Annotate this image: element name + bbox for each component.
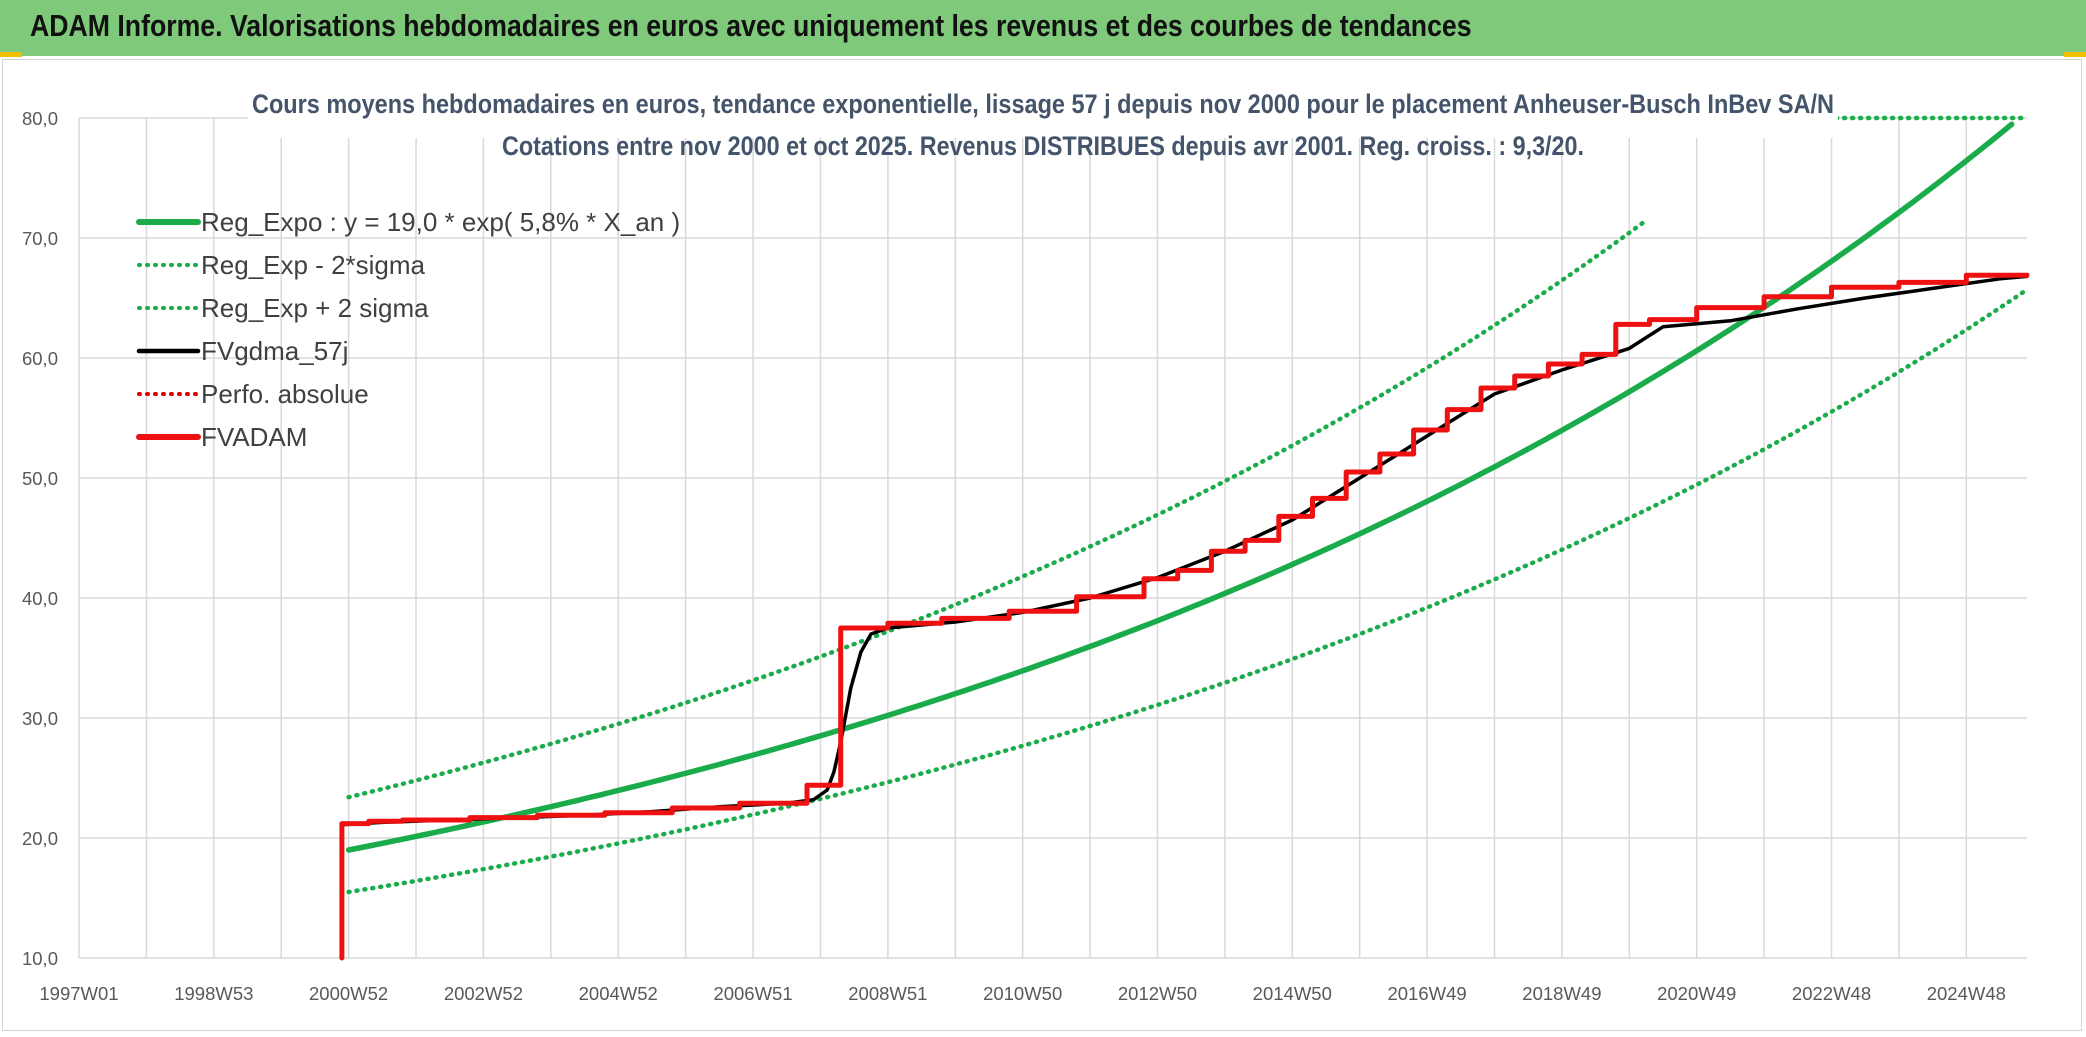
- y-tick-label: 50,0: [22, 468, 58, 489]
- x-tick-label: 2006W51: [713, 983, 792, 1004]
- y-tick-label: 30,0: [22, 708, 58, 729]
- y-tick-label: 60,0: [22, 348, 58, 369]
- y-tick-label: 10,0: [22, 948, 58, 969]
- x-tick-label: 2008W51: [848, 983, 927, 1004]
- x-tick-label: 2024W48: [1927, 983, 2006, 1004]
- x-tick-label: 1997W01: [39, 983, 118, 1004]
- legend-label: Reg_Exp - 2*sigma: [201, 250, 426, 280]
- title-backdrop: [248, 82, 1838, 138]
- series-reg-expo: [345, 121, 2015, 853]
- y-tick-label: 80,0: [22, 108, 58, 129]
- x-tick-label: 2010W50: [983, 983, 1062, 1004]
- y-tick-label: 20,0: [22, 828, 58, 849]
- legend: Reg_Expo : y = 19,0 * exp( 5,8% * X_an )…: [136, 207, 680, 452]
- series-layer: [339, 115, 2030, 961]
- x-tick-label: 2002W52: [444, 983, 523, 1004]
- series-reg-exp-2-sigma: [346, 287, 2030, 895]
- x-tick-label: 2014W50: [1253, 983, 1332, 1004]
- x-tick-label: 2022W48: [1792, 983, 1871, 1004]
- chart-title-line2: Cotations entre nov 2000 et oct 2025. Re…: [502, 131, 1584, 161]
- y-tick-label: 40,0: [22, 588, 58, 609]
- legend-label: FVADAM: [201, 422, 307, 452]
- series-reg-exp-2-sigma: [346, 220, 1646, 800]
- legend-label: Perfo. absolue: [201, 379, 369, 409]
- report-title: ADAM Informe. Valorisations hebdomadaire…: [30, 8, 1472, 43]
- x-tick-label: 2018W49: [1522, 983, 1601, 1004]
- header-bar: [0, 0, 2086, 56]
- x-tick-label: 2020W49: [1657, 983, 1736, 1004]
- x-tick-label: 2000W52: [309, 983, 388, 1004]
- grid: [78, 117, 2027, 959]
- legend-label: Reg_Exp + 2 sigma: [201, 293, 429, 323]
- x-tick-label: 2012W50: [1118, 983, 1197, 1004]
- legend-label: Reg_Expo : y = 19,0 * exp( 5,8% * X_an ): [201, 207, 680, 237]
- x-tick-label: 2016W49: [1387, 983, 1466, 1004]
- axes: 10,0 20,0 30,0 40,0 50,0 60,0 70,0 80,0 1997W01 1…: [22, 108, 2006, 1004]
- x-tick-label: 2004W52: [579, 983, 658, 1004]
- corner-mark-right: [2064, 52, 2086, 57]
- series-fvadam: [339, 272, 2030, 961]
- y-tick-label: 70,0: [22, 228, 58, 249]
- corner-mark-left: [0, 52, 22, 57]
- chart-frame: [2, 59, 2082, 1031]
- x-tick-label: 1998W53: [174, 983, 253, 1004]
- chart-title-line1: Cours moyens hebdomadaires en euros, ten…: [252, 89, 1834, 119]
- legend-label: FVgdma_57j: [201, 336, 348, 366]
